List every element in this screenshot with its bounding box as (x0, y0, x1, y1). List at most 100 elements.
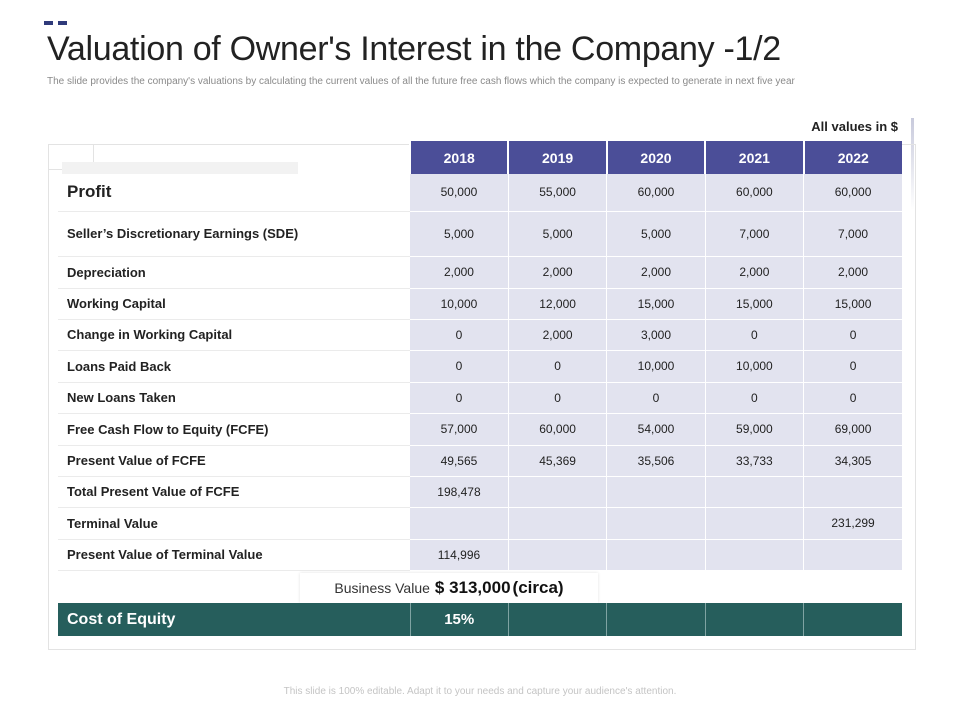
value-cell: 60,000 (606, 174, 706, 212)
row-label: Seller’s Discretionary Earnings (SDE) (58, 211, 411, 257)
value-cell: 59,000 (704, 413, 804, 446)
value-cell: 0 (410, 319, 509, 351)
value-cell: 5,000 (410, 211, 509, 257)
value-cell (704, 476, 804, 508)
cost-of-equity-row: Cost of Equity 15% (58, 603, 902, 636)
page-title: Valuation of Owner's Interest in the Com… (47, 30, 781, 68)
valuation-table: 2018 2019 2020 2021 2022 Profit 50,000 55,… (58, 141, 902, 571)
table-row: Present Value of Terminal Value 114,996 (58, 539, 902, 571)
table-row: Terminal Value 231,299 (58, 507, 902, 540)
cost-of-equity-value: 15% (409, 603, 509, 636)
empty-cell (803, 603, 902, 636)
footer-note: This slide is 100% editable. Adapt it to… (283, 686, 677, 697)
value-cell: 15,000 (606, 288, 706, 320)
value-cell: 0 (803, 382, 902, 414)
year-header: 2020 (605, 141, 706, 174)
business-value-suffix: (circa) (512, 578, 564, 597)
value-cell: 2,000 (410, 256, 509, 289)
value-cell: 2,000 (803, 256, 902, 289)
table-row: Present Value of FCFE 49,565 45,369 35,506 3… (58, 445, 902, 477)
year-header: 2019 (507, 141, 607, 174)
value-cell (803, 476, 902, 508)
value-cell (606, 539, 706, 571)
value-cell: 12,000 (507, 288, 607, 320)
value-cell: 0 (606, 382, 706, 414)
value-cell: 69,000 (803, 413, 902, 446)
table-row: Depreciation 2,000 2,000 2,000 2,000 2,000 (58, 256, 902, 289)
value-cell: 2,000 (606, 256, 706, 289)
value-cell (704, 539, 804, 571)
value-cell (606, 476, 706, 508)
value-cell: 10,000 (606, 350, 706, 383)
value-cell: 60,000 (507, 413, 607, 446)
value-cell: 54,000 (606, 413, 706, 446)
value-cell: 5,000 (606, 211, 706, 257)
row-label: Terminal Value (58, 507, 411, 540)
row-label: Working Capital (58, 288, 411, 320)
value-cell (704, 507, 804, 540)
value-cell: 198,478 (410, 476, 509, 508)
business-value-box: Business Value $ 313,000 (circa) (300, 573, 598, 603)
value-cell: 55,000 (507, 174, 607, 212)
row-label: New Loans Taken (58, 382, 411, 414)
value-cell: 34,305 (803, 445, 902, 477)
value-cell: 60,000 (803, 174, 902, 212)
value-cell (410, 507, 509, 540)
year-header-row: 2018 2019 2020 2021 2022 (58, 141, 902, 174)
row-label: Present Value of FCFE (58, 445, 411, 477)
value-cell: 7,000 (704, 211, 804, 257)
units-divider (911, 118, 914, 210)
value-cell: 0 (410, 350, 509, 383)
value-cell: 5,000 (507, 211, 607, 257)
empty-cell (606, 603, 706, 636)
value-cell: 0 (507, 350, 607, 383)
value-cell: 15,000 (803, 288, 902, 320)
value-cell: 0 (704, 382, 804, 414)
value-cell: 10,000 (410, 288, 509, 320)
value-cell: 231,299 (803, 507, 902, 540)
value-cell (803, 539, 902, 571)
value-cell (507, 507, 607, 540)
value-cell: 0 (803, 350, 902, 383)
table-row: Total Present Value of FCFE 198,478 (58, 476, 902, 508)
value-cell: 2,000 (507, 319, 607, 351)
table-row: Change in Working Capital 0 2,000 3,000 0 0 (58, 319, 902, 351)
corner-accent (44, 21, 68, 25)
value-cell: 114,996 (410, 539, 509, 571)
row-label: Depreciation (58, 256, 411, 289)
value-cell: 7,000 (803, 211, 902, 257)
table-row: New Loans Taken 0 0 0 0 0 (58, 382, 902, 414)
value-cell: 15,000 (704, 288, 804, 320)
row-label: Free Cash Flow to Equity (FCFE) (58, 413, 411, 446)
row-label: Loans Paid Back (58, 350, 411, 383)
table-row: Free Cash Flow to Equity (FCFE) 57,000 60,… (58, 413, 902, 446)
table-row: Profit 50,000 55,000 60,000 60,000 60,000 (58, 174, 902, 212)
value-cell (507, 539, 607, 571)
page-subtitle: The slide provides the company's valuati… (47, 76, 795, 87)
cost-of-equity-label: Cost of Equity (58, 603, 411, 636)
row-label: Present Value of Terminal Value (58, 539, 411, 571)
value-cell: 2,000 (704, 256, 804, 289)
year-header: 2022 (802, 141, 902, 174)
frame-bar (62, 162, 298, 174)
units-note: All values in $ (811, 119, 898, 134)
value-cell: 35,506 (606, 445, 706, 477)
value-cell: 0 (410, 382, 509, 414)
value-cell: 33,733 (704, 445, 804, 477)
value-cell: 45,369 (507, 445, 607, 477)
year-header: 2021 (704, 141, 804, 174)
value-cell (507, 476, 607, 508)
value-cell: 49,565 (410, 445, 509, 477)
empty-cell (704, 603, 804, 636)
year-header: 2018 (409, 141, 509, 174)
value-cell: 10,000 (704, 350, 804, 383)
value-cell: 0 (507, 382, 607, 414)
value-cell: 60,000 (704, 174, 804, 212)
empty-cell (507, 603, 607, 636)
table-row: Loans Paid Back 0 0 10,000 10,000 0 (58, 350, 902, 383)
value-cell: 0 (803, 319, 902, 351)
business-value-label: Business Value (334, 580, 430, 596)
row-label: Total Present Value of FCFE (58, 476, 411, 508)
value-cell: 50,000 (410, 174, 509, 212)
value-cell: 2,000 (507, 256, 607, 289)
